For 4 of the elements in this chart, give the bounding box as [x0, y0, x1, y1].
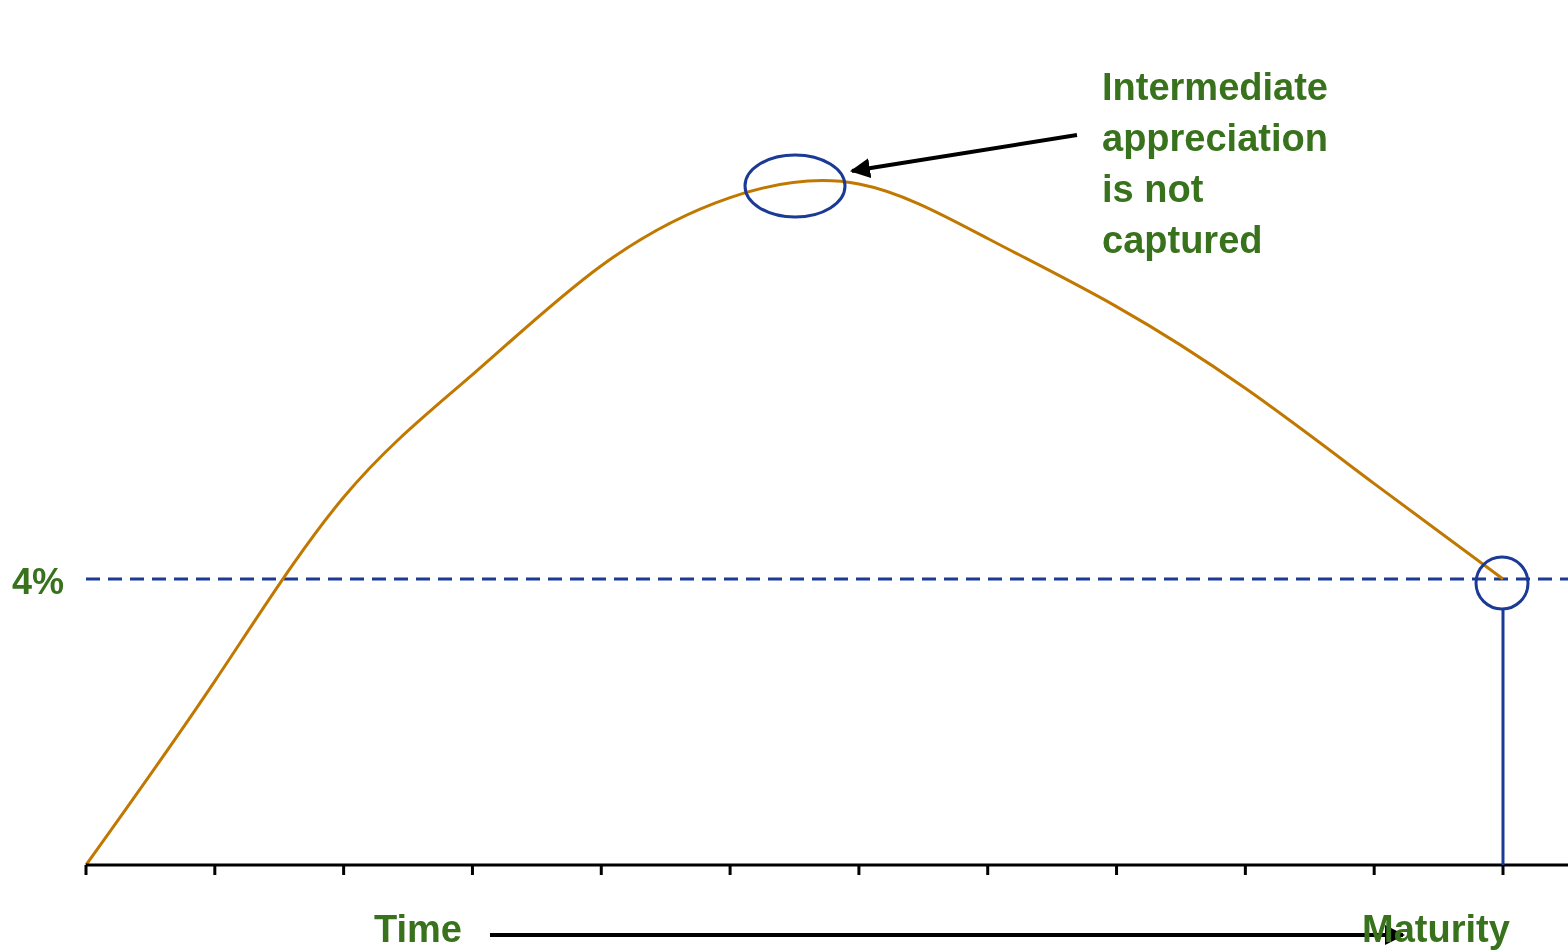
annotation: Intermediate appreciation is not captured	[1102, 65, 1328, 263]
text: 4%	[12, 560, 65, 604]
x-axis-title: Time	[374, 907, 463, 951]
text: Maturity	[1362, 907, 1510, 951]
